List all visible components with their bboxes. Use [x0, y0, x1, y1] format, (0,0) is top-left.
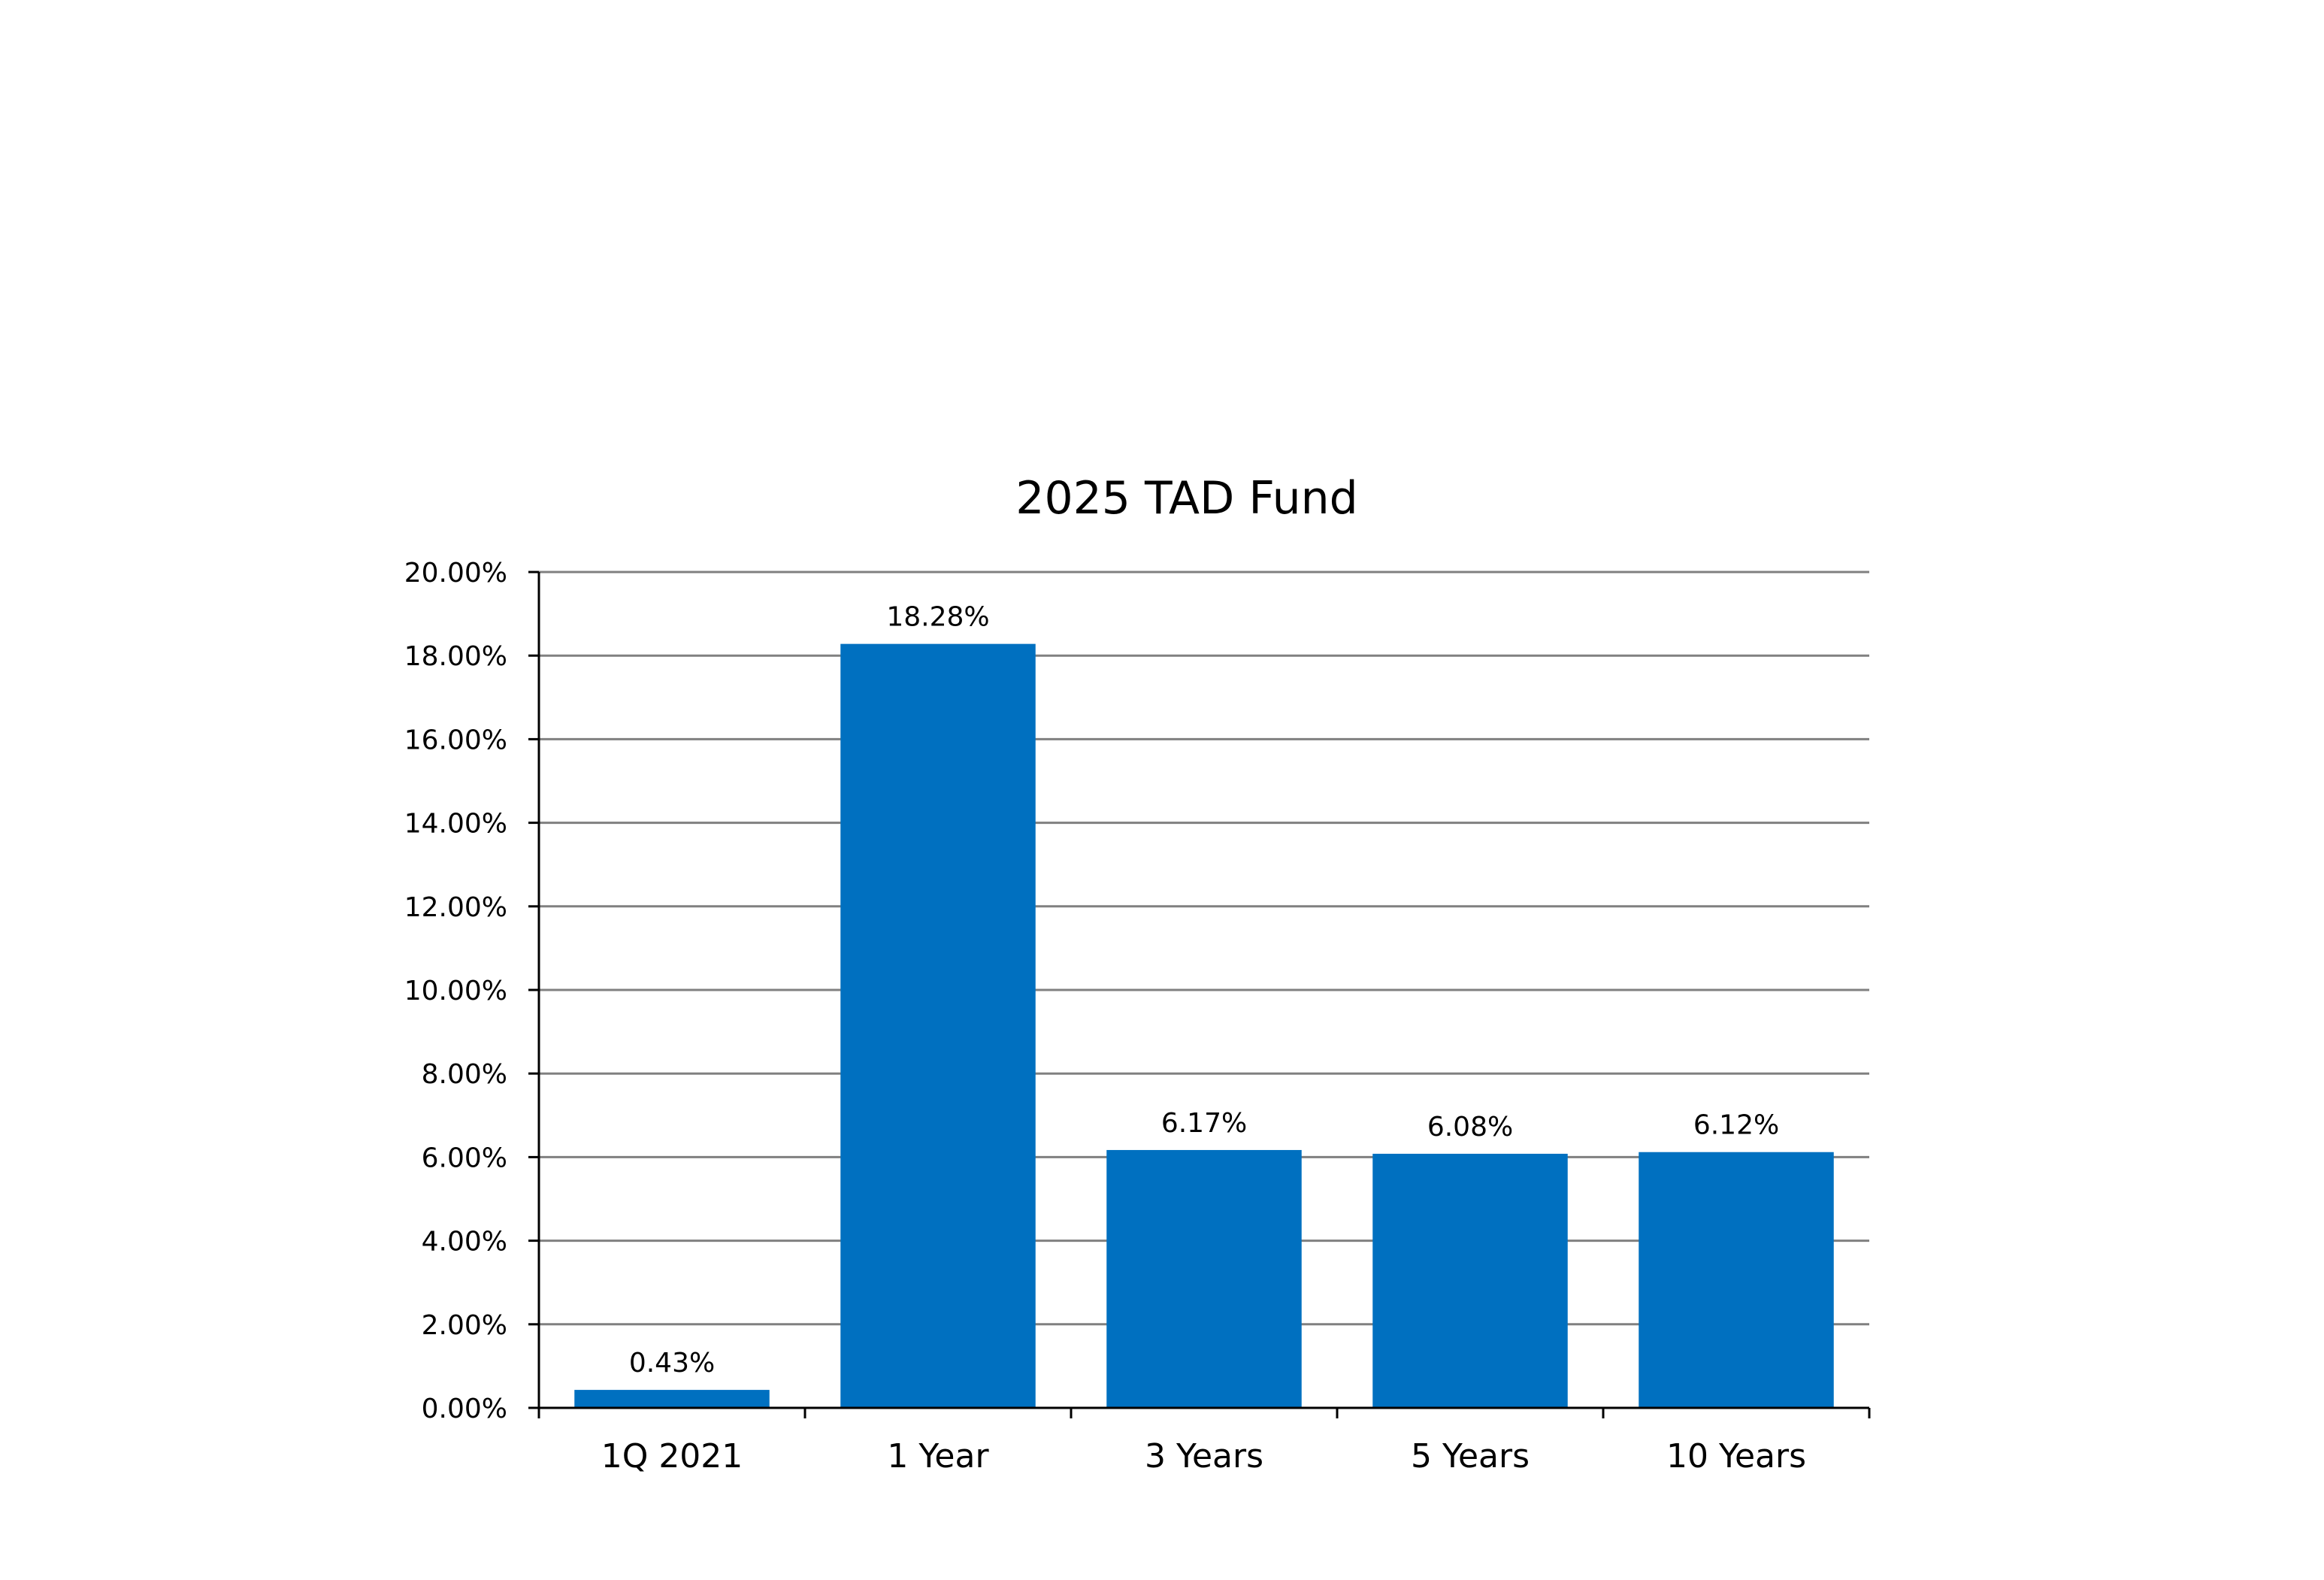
- y-tick-label: 14.00%: [404, 809, 507, 840]
- x-tick-label: 1 Year: [887, 1437, 989, 1476]
- x-tick-label: 5 Years: [1411, 1437, 1530, 1476]
- bar: [1372, 1153, 1568, 1408]
- data-label: 6.17%: [1161, 1108, 1247, 1139]
- x-tick-label: 10 Years: [1666, 1437, 1806, 1476]
- x-axis-category-labels: 1Q 2021 1 Year 3 Years 5 Years 10 Years: [601, 1437, 1806, 1476]
- x-tick-label: 1Q 2021: [601, 1437, 743, 1476]
- y-tick-label: 12.00%: [404, 892, 507, 923]
- y-tick-label: 2.00%: [422, 1310, 507, 1341]
- bar: [574, 1390, 770, 1408]
- y-tick-label: 8.00%: [422, 1059, 507, 1090]
- y-tick-label: 6.00%: [422, 1143, 507, 1173]
- bar: [1106, 1149, 1302, 1408]
- axes: [528, 571, 1871, 1418]
- y-tick-label: 0.00%: [422, 1394, 507, 1424]
- y-tick-label: 4.00%: [422, 1227, 507, 1258]
- bars: [574, 643, 1834, 1408]
- y-axis-tick-labels: 0.00% 2.00% 4.00% 6.00% 8.00% 10.00% 12.00% 14.…: [404, 558, 507, 1424]
- data-label: 18.28%: [886, 602, 989, 633]
- y-tick-label: 16.00%: [404, 725, 507, 755]
- y-tick-label: 20.00%: [404, 558, 507, 589]
- bar: [840, 643, 1036, 1408]
- gridlines: [539, 571, 1869, 1326]
- chart-title: 2025 TAD Fund: [1015, 472, 1357, 525]
- y-tick-label: 18.00%: [404, 641, 507, 672]
- y-tick-label: 10.00%: [404, 976, 507, 1006]
- data-labels: 0.43% 18.28% 6.17% 6.08% 6.12%: [629, 602, 1779, 1379]
- data-label: 6.12%: [1693, 1110, 1779, 1141]
- data-label: 0.43%: [629, 1348, 715, 1379]
- data-label: 6.08%: [1427, 1112, 1513, 1143]
- x-tick-label: 3 Years: [1145, 1437, 1263, 1476]
- bar: [1639, 1152, 1834, 1408]
